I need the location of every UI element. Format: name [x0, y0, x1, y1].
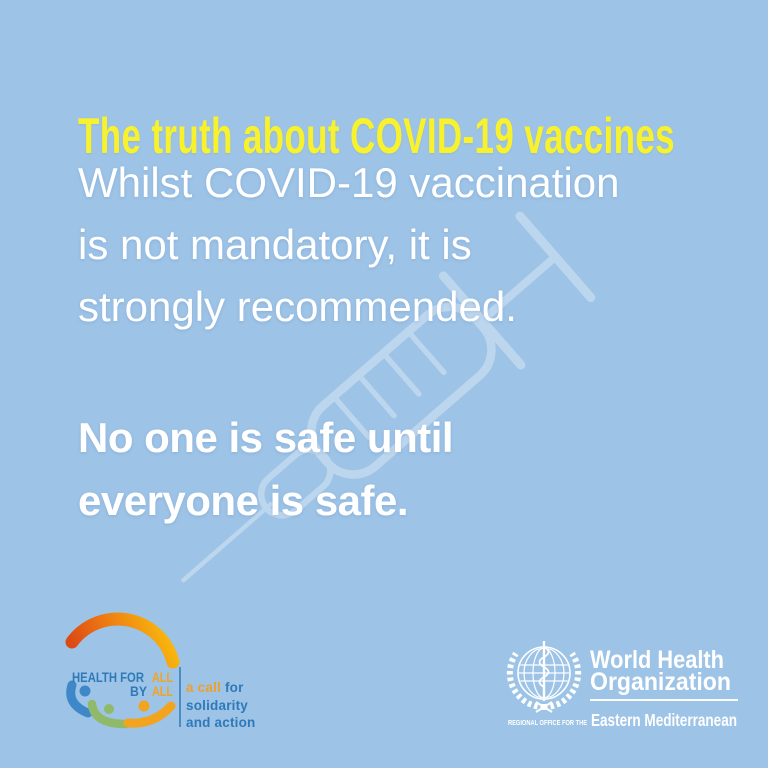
- hfa-wordmark: HEALTH FOR ALL BY ALL: [72, 670, 173, 699]
- hfa-logo-svg: HEALTH FOR ALL BY ALL: [65, 612, 181, 729]
- hfa-arc-icon: [65, 612, 180, 669]
- health-for-all-logo: HEALTH FOR ALL BY ALL a call for solidar…: [58, 612, 273, 747]
- who-serpent: [538, 646, 550, 688]
- who-name-line2: Organization: [590, 668, 731, 696]
- body-line: is not mandatory, it is: [78, 221, 472, 268]
- hfa-tagline: a call for solidarity and action: [186, 679, 256, 732]
- who-office-region: Eastern Mediterranean: [591, 710, 737, 730]
- hfa-tagline-line2: solidarity: [186, 697, 249, 713]
- emphasis-paragraph: No one is safe until everyone is safe.: [78, 406, 454, 532]
- who-logo: World Health Organization REGIONAL OFFIC…: [505, 638, 740, 730]
- hfa-wordmark-all-2: ALL: [152, 684, 173, 699]
- hfa-figures-icon: [66, 680, 176, 729]
- hfa-figure-orange-head: [138, 700, 150, 712]
- hfa-wordmark-all-1: ALL: [152, 670, 173, 685]
- hfa-tagline-rest: for: [224, 680, 244, 695]
- who-name-line1: World Health: [590, 646, 724, 674]
- hfa-figure-blue-head: [79, 685, 91, 697]
- syringe-tick: [408, 331, 447, 376]
- emphasis-line: No one is safe until: [78, 414, 454, 461]
- hfa-tagline-line1: a call for: [186, 679, 256, 697]
- hfa-figure-orange: [123, 701, 176, 728]
- who-laurel-stems: [535, 701, 553, 713]
- who-emblem-icon: [506, 641, 582, 713]
- syringe-tick: [383, 353, 422, 397]
- hfa-figure-blue: [66, 680, 93, 718]
- hfa-figure-green-head: [104, 704, 114, 714]
- who-laurel-right: [543, 651, 582, 711]
- who-laurel-left: [506, 651, 545, 711]
- page-title: The truth about COVID-19 vaccines: [78, 107, 675, 164]
- who-wordmark: World Health Organization REGIONAL OFFIC…: [508, 646, 738, 730]
- who-office-prefix: REGIONAL OFFICE FOR THE: [508, 718, 587, 727]
- body-paragraph: Whilst COVID-19 vaccination is not manda…: [78, 152, 620, 338]
- who-logo-svg: World Health Organization REGIONAL OFFIC…: [506, 641, 738, 730]
- body-line: strongly recommended.: [78, 283, 517, 330]
- hfa-figure-green: [87, 699, 131, 729]
- body-line: Whilst COVID-19 vaccination: [78, 159, 620, 206]
- hfa-tagline-line3: and action: [186, 715, 256, 730]
- hfa-tagline-highlight: a call: [186, 680, 221, 695]
- emphasis-line: everyone is safe.: [78, 477, 409, 524]
- hfa-wordmark-by: BY: [130, 684, 147, 699]
- hfa-wordmark-health-for: HEALTH FOR: [72, 670, 144, 685]
